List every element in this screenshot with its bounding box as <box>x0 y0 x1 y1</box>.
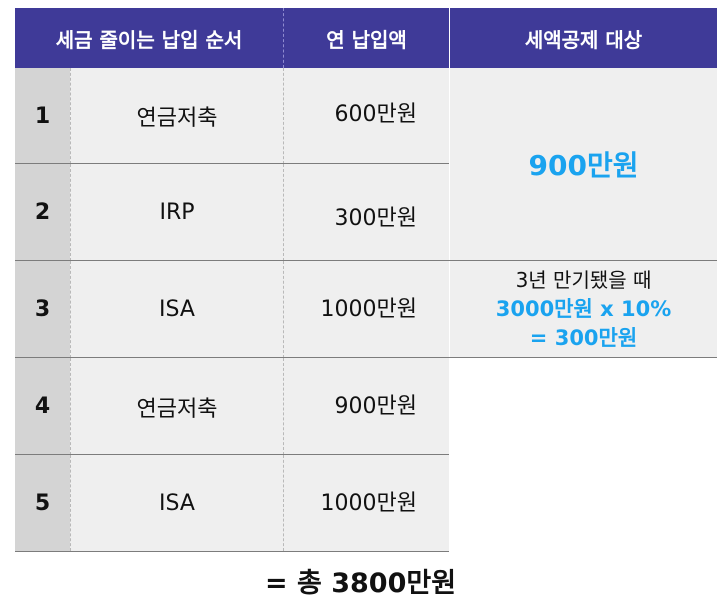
deduction-isa-result: = 300만원 <box>529 326 638 350</box>
header-col-deduction: 세액공제 대상 <box>449 8 717 68</box>
deduction-isa-condition: 3년 만기됐을 때 <box>515 268 652 292</box>
row-amount: 300만원 <box>283 164 449 261</box>
header-col-order: 세금 줄이는 납입 순서 <box>15 8 283 68</box>
row-product: 연금저축 <box>70 68 283 164</box>
deduction-pension-total: 900만원 <box>528 149 639 182</box>
row-amount: 1000만원 <box>283 455 449 551</box>
row-amount: 1000만원 <box>283 261 449 358</box>
row-product: 연금저축 <box>70 358 283 455</box>
row-number: 1 <box>15 68 70 164</box>
row-number: 4 <box>15 358 70 455</box>
row-divider <box>15 551 449 552</box>
row-divider <box>15 260 717 261</box>
deduction-isa-formula: 3000만원 x 10% <box>495 297 672 321</box>
header-col-amount: 연 납입액 <box>283 8 449 68</box>
row-amount: 900만원 <box>283 358 449 455</box>
row-divider <box>15 357 717 358</box>
row-product: ISA <box>70 261 283 358</box>
row-divider <box>15 163 449 164</box>
row-amount: 600만원 <box>283 68 449 164</box>
row-number: 2 <box>15 164 70 261</box>
row-number: 5 <box>15 455 70 551</box>
row-product: IRP <box>70 164 283 261</box>
deduction-isa-cell: 3년 만기됐을 때 3000만원 x 10% = 300만원 <box>449 261 717 358</box>
total-summary: = 총 3800만원 <box>264 567 457 599</box>
deduction-pension-cell: 900만원 <box>449 68 717 261</box>
row-number: 3 <box>15 261 70 358</box>
row-divider <box>15 454 449 455</box>
row-product: ISA <box>70 455 283 551</box>
